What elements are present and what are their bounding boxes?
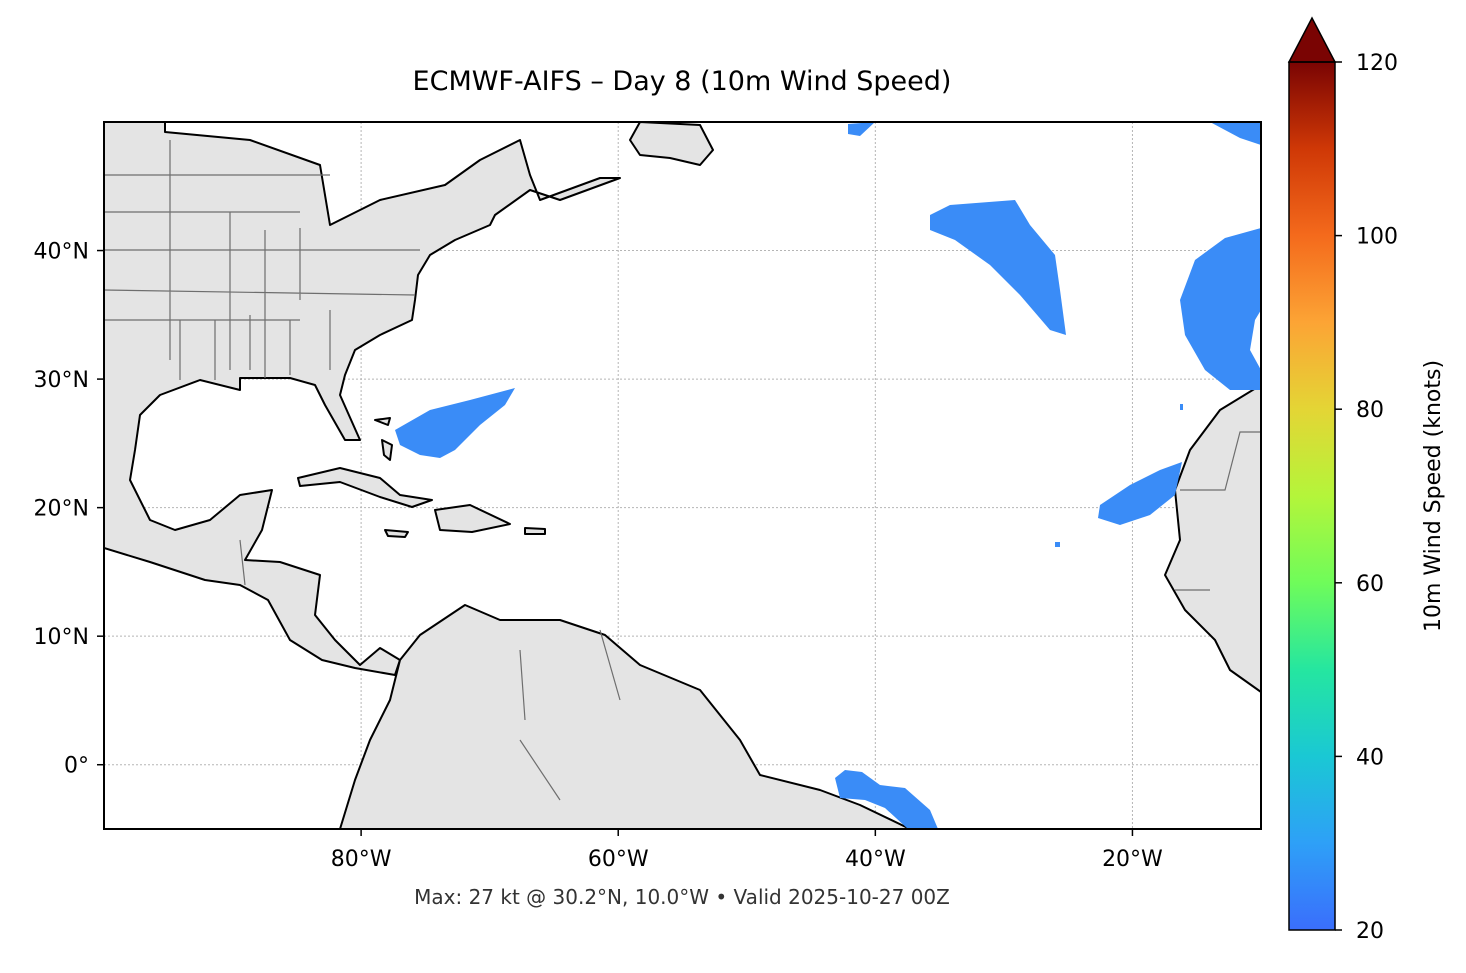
- footer-note: Max: 27 kt @ 30.2°N, 10.0°W • Valid 2025…: [414, 885, 950, 909]
- wind-area: [930, 200, 1066, 335]
- state-borders: [104, 140, 1261, 801]
- puerto-rico: [524, 527, 546, 535]
- x-tick-label: 60°W: [588, 847, 649, 872]
- x-tick-label: 40°W: [845, 847, 906, 872]
- hispaniola: [434, 504, 511, 533]
- y-tick-label: 10°N: [34, 625, 89, 650]
- map-title: ECMWF-AIFS – Day 8 (10m Wind Speed): [413, 66, 952, 97]
- colorbar-frame: [1288, 61, 1336, 931]
- north-america: [104, 122, 621, 676]
- map-layer: [104, 122, 1261, 829]
- jamaica: [384, 529, 409, 538]
- x-tick-label: 80°W: [331, 847, 392, 872]
- wind-area: [395, 388, 515, 458]
- y-tick-label: 0°: [64, 754, 89, 779]
- colorbar-tick-label: 40: [1356, 745, 1384, 770]
- plot-frame: [103, 121, 1262, 830]
- y-tick-label: 30°N: [34, 368, 89, 393]
- y-tick-label: 20°N: [34, 497, 89, 522]
- colorbar-tick-label: 100: [1356, 225, 1398, 250]
- wind-area: [1098, 462, 1182, 525]
- colorbar-tick-label: 20: [1356, 919, 1384, 944]
- bahamas: [374, 417, 393, 461]
- y-tick-label: 40°N: [34, 240, 89, 265]
- cuba: [297, 467, 433, 508]
- colorbar-label: 10m Wind Speed (knots): [1421, 360, 1446, 632]
- newfoundland: [629, 122, 714, 166]
- colorbar-tick-label: 80: [1356, 398, 1384, 423]
- wind-area: [1180, 228, 1261, 390]
- south-america: [339, 604, 911, 829]
- wind-area: [835, 770, 938, 829]
- colorbar-tick-label: 60: [1356, 572, 1384, 597]
- colorbar-gradient: [1289, 62, 1335, 930]
- africa: [1164, 384, 1261, 693]
- colorbar: 10m Wind Speed (knots) 20 40 60 80 100 120: [1287, 16, 1446, 944]
- colorbar-extend: [1287, 16, 1337, 63]
- x-tick-label: 20°W: [1102, 847, 1163, 872]
- colorbar-tick-label: 120: [1356, 51, 1398, 76]
